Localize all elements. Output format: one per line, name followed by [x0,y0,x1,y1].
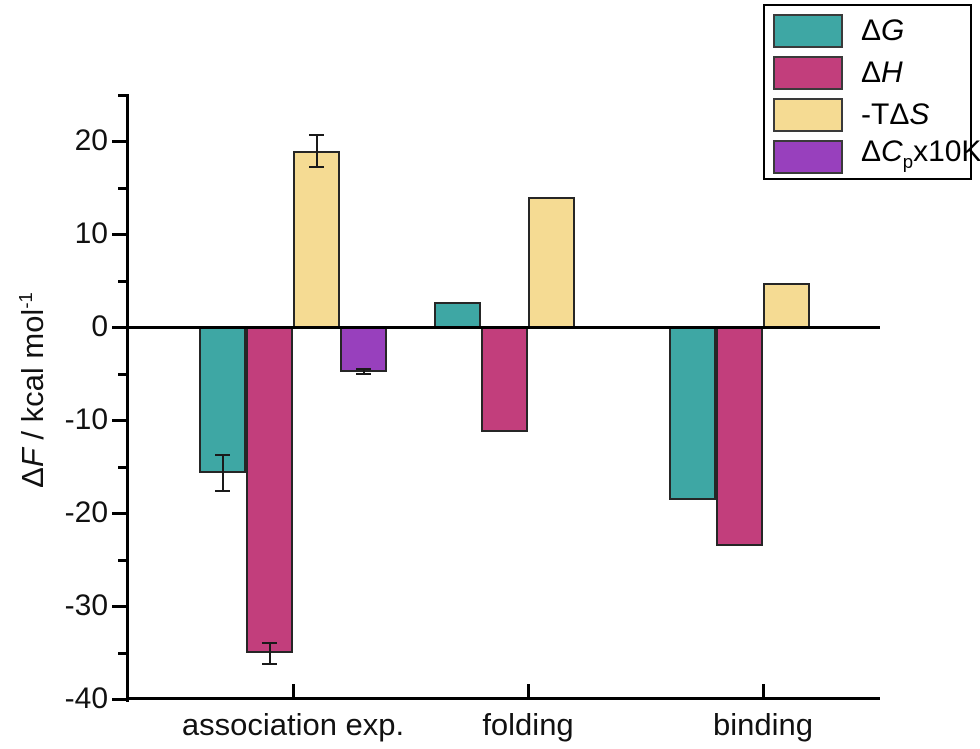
bar-g-association-exp [199,327,246,473]
text-part: Δ [15,467,51,488]
y-minor-tick-25 [118,93,126,97]
y-major-tick--10 [112,419,126,422]
y-major-tick-10 [112,233,126,236]
error-bar-cp-x10k-association-exp-line [362,368,365,375]
y-minor-tick--35 [118,651,126,655]
x-category-label-association-exp: association exp. [181,707,405,742]
legend-label-0: ΔG [861,13,904,49]
y-major-tick-20 [112,140,126,143]
legend-swatch-2 [773,98,843,132]
y-major-tick--30 [112,605,126,608]
y-axis-label: ΔF / kcal mol-1 [15,292,51,488]
y-major-tick--40 [112,698,126,701]
text-part: Δ [861,56,882,89]
y-tick-label-0: 0 [91,310,108,343]
bar-h-folding [481,327,528,433]
y-tick-label--10: -10 [64,403,108,436]
legend: ΔG ΔH -TΔS ΔCpx10K [763,4,980,180]
text-part: C [881,135,903,168]
bar-t-s-association-exp [293,151,340,329]
bar-h-binding [716,327,763,546]
text-part: Δ [861,14,882,47]
bar-t-s-binding [763,283,810,329]
bar-cp-x10k-association-exp [340,327,387,372]
y-minor-tick--25 [118,558,126,562]
text-part: -TΔ [861,98,910,131]
x-tick-folding [527,684,530,697]
zero-line [126,326,880,329]
text-part: G [881,14,905,47]
legend-item-2: -TΔS [773,97,929,133]
error-bar-h-association-exp-cap-bottom [262,662,277,665]
y-major-tick-0 [112,326,126,329]
text-part: -1 [14,292,36,309]
error-bar-g-association-exp-line [221,455,224,491]
y-minor-tick--15 [118,465,126,469]
y-minor-tick--5 [118,372,126,376]
y-tick-label--40: -40 [64,682,108,715]
y-axis-spine [126,94,129,702]
bar-g-folding [434,301,481,329]
y-tick-label--20: -20 [64,496,108,529]
legend-item-3: ΔCpx10K [773,135,980,175]
text-part: H [881,56,903,89]
text-part: p [902,151,914,172]
text-part: S [909,98,930,131]
legend-item-1: ΔH [773,55,903,91]
bar-h-association-exp [246,327,293,654]
x-category-label-folding: folding [482,707,574,742]
legend-swatch-3 [773,140,843,174]
legend-item-0: ΔG [773,13,904,49]
legend-swatch-1 [773,56,843,90]
text-part: / kcal mol [15,308,51,449]
error-bar-h-association-exp-cap-top [262,642,277,645]
error-bar-t-s-association-exp-line [315,135,318,168]
y-tick-label-10: 10 [74,217,108,250]
error-bar-cp-x10k-association-exp-cap-top [356,367,371,370]
error-bar-t-s-association-exp-cap-bottom [309,166,324,169]
x-axis-spine [126,697,880,700]
error-bar-g-association-exp-cap-bottom [215,489,230,492]
y-major-tick--20 [112,512,126,515]
legend-label-3: ΔCpx10K [861,134,980,180]
text-part: Δ [861,135,882,168]
x-tick-association-exp [292,684,295,697]
bar-g-binding [669,327,716,500]
y-tick-label--30: -30 [64,589,108,622]
x-category-label-binding: binding [713,707,813,742]
y-minor-tick-5 [118,279,126,283]
text-part: F [15,448,51,468]
x-tick-binding [762,684,765,697]
legend-label-2: -TΔS [861,97,929,133]
error-bar-h-association-exp-line [268,643,271,664]
legend-label-1: ΔH [861,55,903,91]
error-bar-cp-x10k-association-exp-cap-bottom [356,373,371,376]
legend-swatch-0 [773,14,843,48]
y-tick-label-20: 20 [74,124,108,157]
error-bar-g-association-exp-cap-top [215,454,230,457]
bar-t-s-folding [528,196,575,329]
error-bar-t-s-association-exp-cap-top [309,134,324,137]
y-minor-tick-15 [118,186,126,190]
text-part: x10K [913,135,980,168]
